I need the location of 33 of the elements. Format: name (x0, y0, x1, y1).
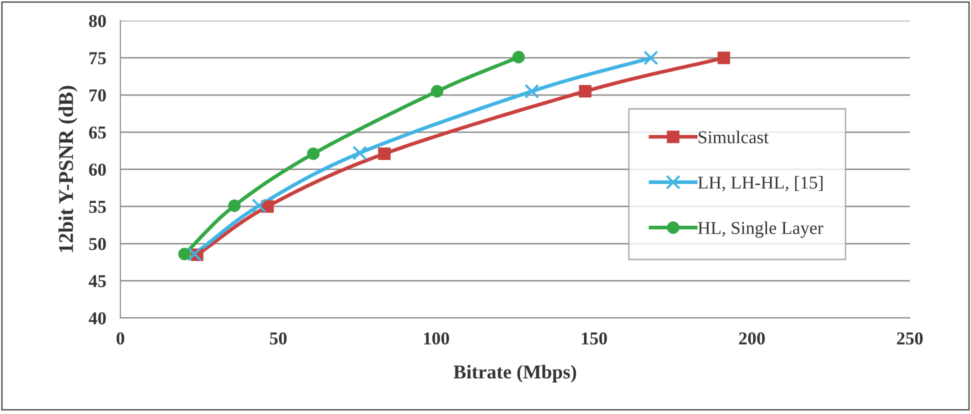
x-axis-title: Bitrate (Mbps) (454, 364, 576, 383)
y-tick-label: 75 (89, 52, 106, 64)
x-tick-label: 200 (739, 332, 765, 345)
y-tick-label: 40 (88, 312, 106, 324)
point (307, 147, 320, 160)
point (644, 50, 658, 66)
point (512, 50, 525, 64)
y-tick-label: 60 (89, 164, 106, 176)
x-tick-label: 100 (424, 332, 450, 345)
point (524, 84, 540, 99)
x-tick-label: 50 (270, 332, 287, 345)
y-tick-label: 70 (89, 89, 106, 102)
point (718, 52, 730, 64)
point (378, 147, 391, 160)
x-tick-label: 250 (897, 332, 923, 345)
y-tick-label: 45 (88, 275, 106, 288)
point (187, 246, 202, 262)
point (228, 199, 241, 212)
legend-label: Simulcast (698, 130, 769, 144)
y-axis-title: 12bit Y-PSNR (dB) (58, 86, 78, 252)
x-tick-label: 0 (116, 332, 124, 345)
y-tick-label: 50 (89, 238, 106, 250)
x-tick-label: 150 (582, 332, 607, 345)
point (352, 146, 368, 160)
legend-label: HL, Single Layer (698, 221, 824, 238)
point (578, 85, 592, 98)
y-tick-label: 65 (89, 126, 106, 139)
y-tick-label: 55 (89, 200, 106, 213)
legend-label: LH, LH-HL, [15] (698, 176, 823, 192)
point (430, 85, 444, 98)
y-tick-label: 80 (89, 14, 106, 28)
point (252, 198, 266, 214)
point (178, 248, 191, 260)
